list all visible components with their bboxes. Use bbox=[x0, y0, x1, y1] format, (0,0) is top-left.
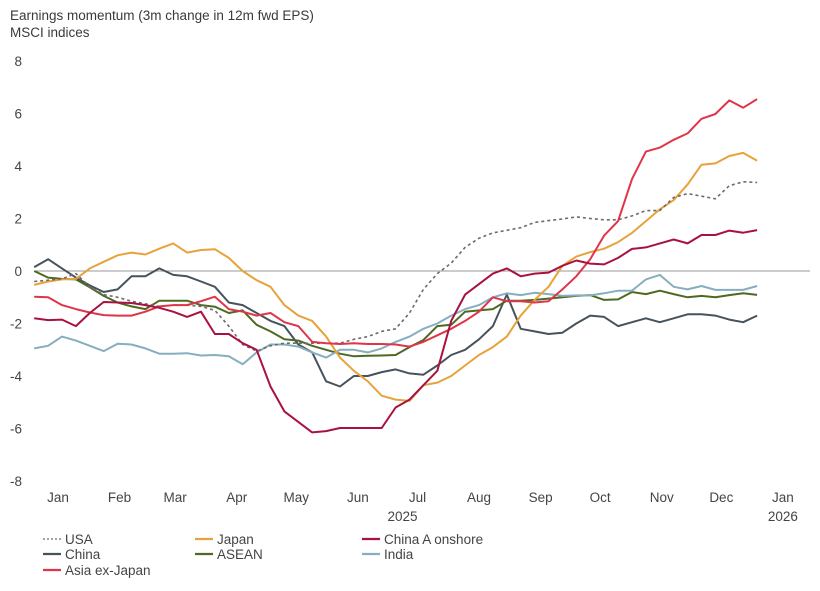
y-tick-label: -2 bbox=[10, 317, 22, 332]
legend-label: India bbox=[384, 547, 414, 562]
legend: USA Japan China A onshore China ASEAN India As… bbox=[43, 532, 483, 578]
x-tick-label: Oct bbox=[590, 490, 611, 505]
x-tick-label: Jun bbox=[347, 490, 369, 505]
x-tick-label: Aug bbox=[467, 490, 491, 505]
x-tick-label: Jul bbox=[409, 490, 426, 505]
legend-item: Asia ex-Japan bbox=[43, 563, 151, 578]
series-line-china-a-onshore bbox=[34, 229, 758, 434]
y-tick-label: 0 bbox=[14, 264, 22, 279]
series-line-china bbox=[33, 258, 758, 388]
y-tick-label: 6 bbox=[14, 107, 22, 122]
y-tick-label: 4 bbox=[14, 159, 22, 174]
y-axis: 8 6 4 2 0 -2 -4 -6 -8 bbox=[10, 54, 23, 489]
chart-title: Earnings momentum (3m change in 12m fwd … bbox=[10, 8, 314, 23]
y-tick-label: -4 bbox=[10, 369, 22, 384]
x-tick-label: Dec bbox=[709, 490, 733, 505]
series-line-japan bbox=[33, 151, 758, 402]
y-tick-label: 8 bbox=[14, 54, 22, 69]
x-tick-label: Mar bbox=[164, 490, 188, 505]
y-tick-label: -8 bbox=[10, 474, 22, 489]
legend-item: China A onshore bbox=[362, 532, 483, 547]
legend-label: USA bbox=[65, 532, 93, 547]
x-tick-label: Sep bbox=[529, 490, 553, 505]
series-line-india bbox=[34, 273, 758, 366]
legend-label: Asia ex-Japan bbox=[65, 563, 151, 578]
x-tick-label: Jan bbox=[772, 490, 794, 505]
legend-label: Japan bbox=[217, 532, 254, 547]
x-tick-label: Jan bbox=[47, 490, 69, 505]
legend-item: USA bbox=[43, 532, 93, 547]
legend-label: China A onshore bbox=[384, 532, 483, 547]
x-year-label: 2025 bbox=[387, 509, 417, 524]
x-tick-label: May bbox=[284, 490, 310, 505]
y-tick-label: -6 bbox=[10, 422, 22, 437]
series-lines bbox=[33, 98, 758, 434]
x-tick-label: Apr bbox=[226, 490, 248, 505]
legend-item: ASEAN bbox=[195, 547, 263, 562]
series-line-asia-ex-japan bbox=[34, 98, 758, 348]
legend-item: India bbox=[362, 547, 414, 562]
legend-item: Japan bbox=[195, 532, 254, 547]
legend-label: ASEAN bbox=[217, 547, 263, 562]
legend-item: China bbox=[43, 547, 101, 562]
series-line-asean bbox=[33, 270, 758, 358]
y-tick-label: 2 bbox=[14, 212, 22, 227]
x-axis: Jan Feb Mar Apr May Jun Jul Aug Sep Oct Nov Dec Jan 2… bbox=[47, 490, 798, 524]
x-tick-label: Nov bbox=[650, 490, 674, 505]
chart-title-block: Earnings momentum (3m change in 12m fwd … bbox=[10, 7, 314, 41]
series-line-usa bbox=[34, 181, 758, 352]
legend-label: China bbox=[65, 547, 101, 562]
x-year-label: 2026 bbox=[768, 509, 798, 524]
chart-subtitle: MSCI indices bbox=[10, 25, 90, 40]
x-tick-label: Feb bbox=[108, 490, 131, 505]
